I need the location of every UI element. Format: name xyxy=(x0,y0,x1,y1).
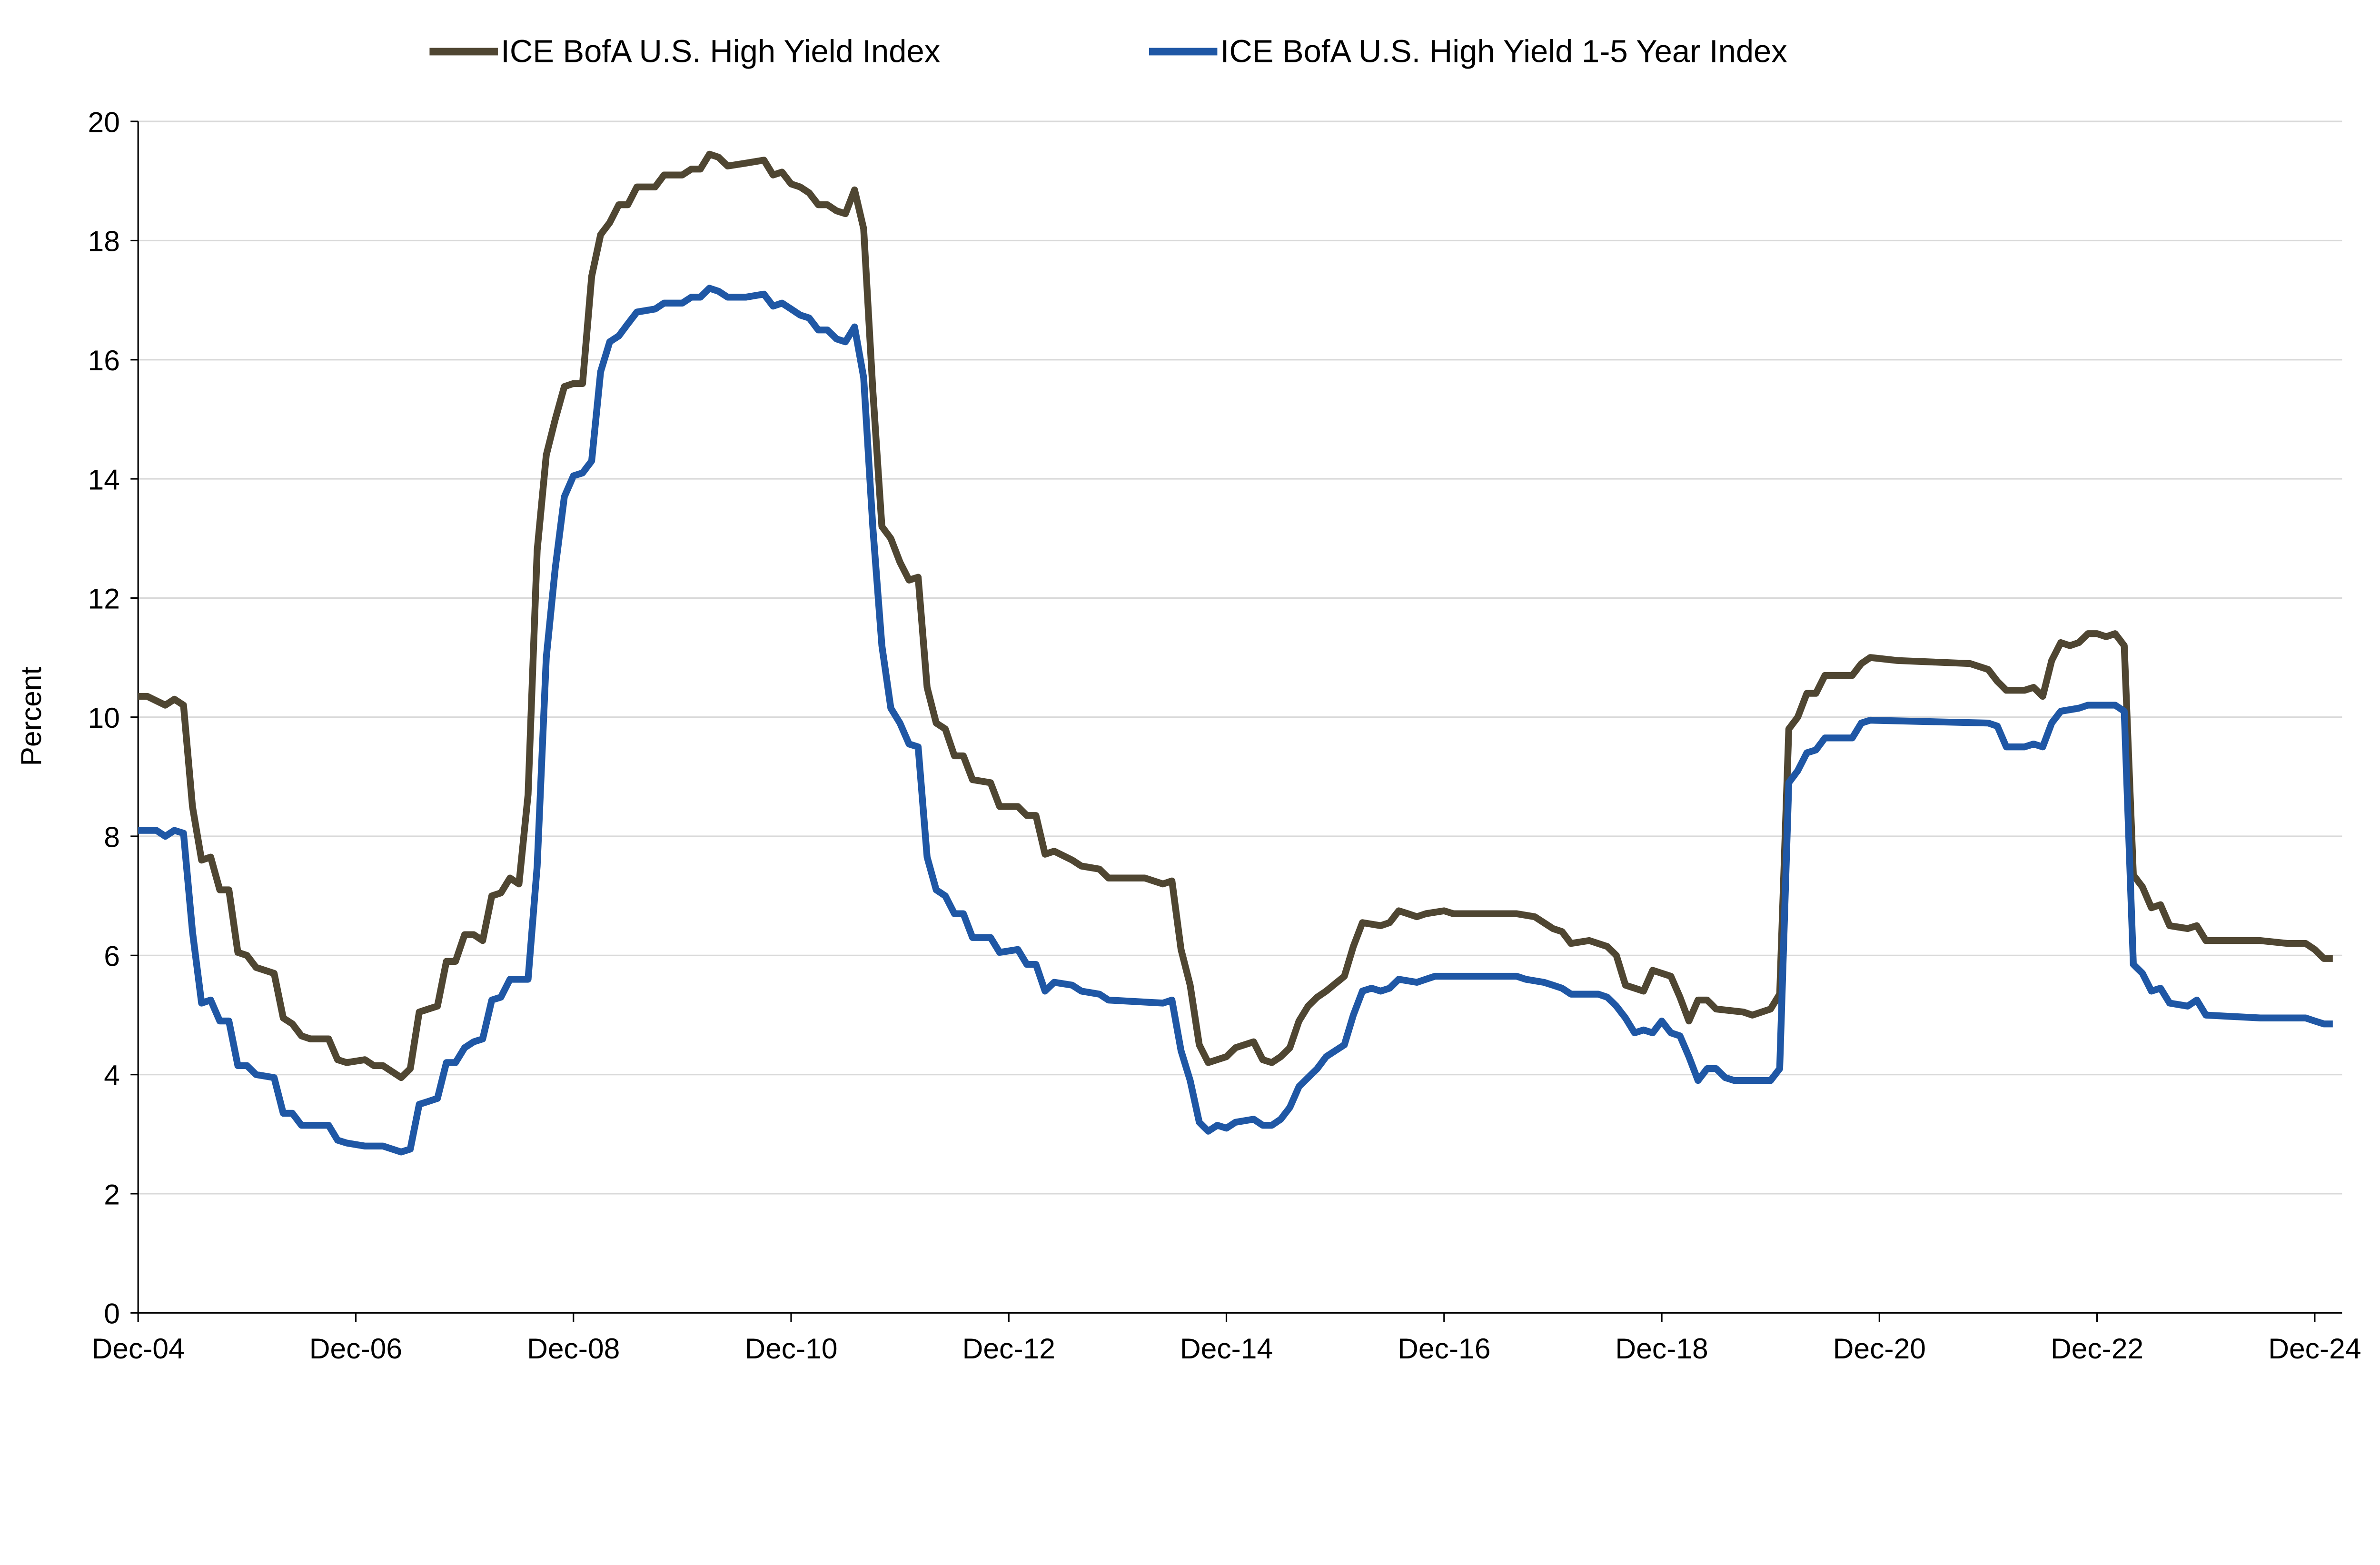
x-tick-label: Dec-04 xyxy=(92,1332,185,1365)
x-tick-label: Dec-22 xyxy=(2051,1332,2143,1365)
x-tick-label: Dec-16 xyxy=(1398,1332,1490,1365)
y-tick-label: 12 xyxy=(88,583,120,615)
legend-label-high-yield-1-5: ICE BofA U.S. High Yield 1-5 Year Index xyxy=(1220,34,1787,69)
y-tick-label: 14 xyxy=(88,463,120,495)
legend-label-high-yield: ICE BofA U.S. High Yield Index xyxy=(501,34,940,69)
y-tick-label: 4 xyxy=(104,1059,120,1091)
series-line-high-yield xyxy=(138,150,2333,1081)
y-tick-label: 18 xyxy=(88,225,120,258)
y-tick-label: 0 xyxy=(104,1298,120,1330)
y-tick-label: 8 xyxy=(104,821,120,853)
x-tick-label: Dec-20 xyxy=(1833,1332,1926,1365)
legend: ICE BofA U.S. High Yield Index ICE BofA … xyxy=(429,34,1787,69)
y-tick-label: 20 xyxy=(88,106,120,138)
series-line-high-yield-1-5-year xyxy=(138,285,2333,1156)
x-tick-label: Dec-08 xyxy=(527,1332,620,1365)
series-lines xyxy=(138,150,2333,1156)
x-tick-label: Dec-14 xyxy=(1180,1332,1273,1365)
y-tick-label: 10 xyxy=(88,702,120,734)
y-axis-label: Percent xyxy=(15,667,47,766)
x-tick-label: Dec-12 xyxy=(962,1332,1055,1365)
x-tick-label: Dec-24 xyxy=(2268,1332,2361,1365)
y-tick-label: 2 xyxy=(104,1178,120,1210)
y-tick-label: 16 xyxy=(88,344,120,376)
x-axis: Dec-04 Dec-06 Dec-08 Dec-10 Dec-12 Dec-14 Dec-… xyxy=(92,1312,2361,1365)
x-tick-label: Dec-18 xyxy=(1615,1332,1708,1365)
y-tick-label: 6 xyxy=(104,940,120,972)
x-tick-label: Dec-06 xyxy=(309,1332,402,1365)
x-tick-label: Dec-10 xyxy=(744,1332,837,1365)
gridlines xyxy=(138,120,2342,1195)
y-axis: 0 2 4 6 8 10 12 14 16 18 20 xyxy=(88,106,139,1330)
